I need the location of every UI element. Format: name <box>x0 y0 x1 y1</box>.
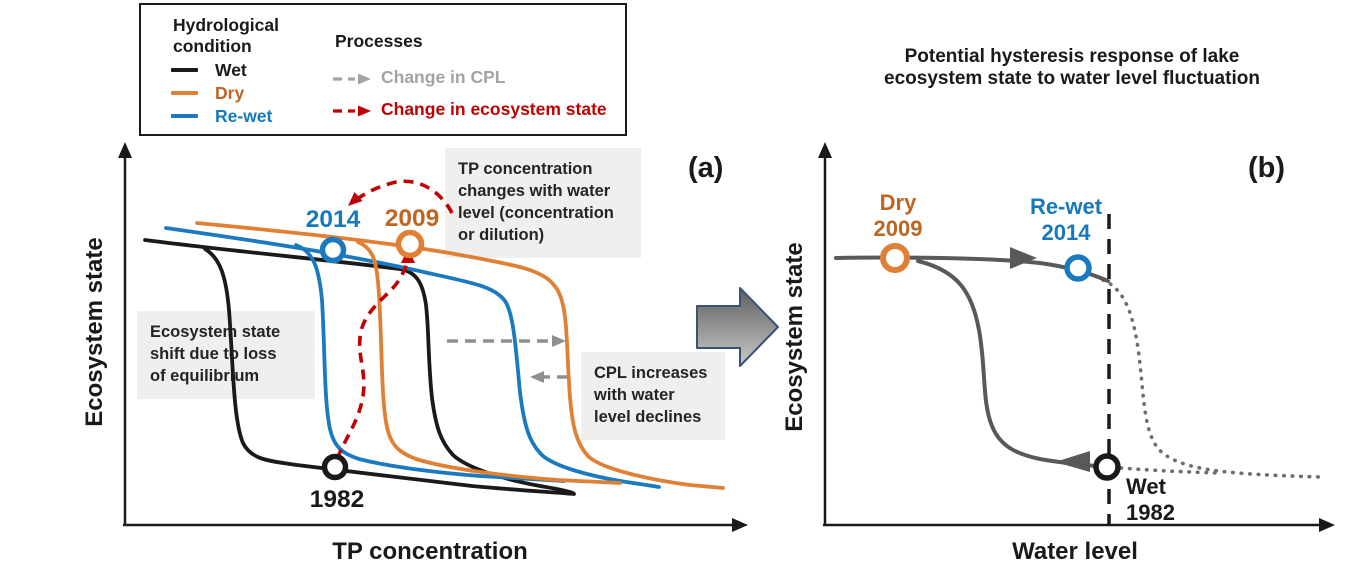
panel-a-y-axis-arrow-icon <box>118 142 132 158</box>
wet-curve-right <box>143 238 575 495</box>
panel-a-label: (a) <box>688 152 724 184</box>
rewet-condition-text: Re-wet <box>1029 194 1103 219</box>
legend-process-state: Change in ecosystem state <box>381 99 607 119</box>
point-1982-marker <box>321 453 349 481</box>
point-rewet-2014-marker <box>1064 254 1092 282</box>
low-state-dotted-line <box>1119 466 1220 475</box>
ecosystem-change-up-arrow <box>335 259 410 460</box>
point-2014-marker <box>319 236 347 264</box>
legend-item-rewet: Re-wet <box>215 106 273 126</box>
label-rewet-2014: Re-wet 2014 <box>1016 194 1116 247</box>
rewet-curve-right <box>164 226 661 489</box>
dry-curve-left <box>356 240 622 485</box>
panel-b-x-axis-arrow-icon <box>1319 518 1335 532</box>
point-2009-marker <box>395 229 425 259</box>
change-in-state-arrow-icon <box>333 105 371 117</box>
panel-b-title: Potential hysteresis response of lake ec… <box>884 46 1260 90</box>
wet-year-text: 1982 <box>1126 500 1175 526</box>
rewet-year-text: 2014 <box>1041 220 1091 246</box>
legend-processes-title: Processes <box>335 31 423 51</box>
panel-b-y-axis-label: Ecosystem state <box>781 242 808 432</box>
change-in-cpl-arrow-icon <box>333 73 371 85</box>
rewet-line-swatch-icon <box>171 114 198 118</box>
potential-collapse-dotted-curve <box>1101 278 1322 479</box>
legend-item-dry: Dry <box>215 83 245 103</box>
wet-condition-text: Wet <box>1126 474 1166 499</box>
wet-curve-left <box>203 247 576 496</box>
label-wet-1982: Wet 1982 <box>1126 474 1216 527</box>
legend-box: Hydrological condition Wet Dry Re-wet Pr… <box>139 3 627 136</box>
cpl-shift-left-arrowhead-icon <box>530 371 544 383</box>
panel-a-y-axis-label: Ecosystem state <box>81 237 108 427</box>
point-wet-1982-marker <box>1093 453 1121 481</box>
panel-b-x-axis-label: Water level <box>1012 538 1138 565</box>
label-2014: 2014 <box>305 206 361 233</box>
dry-condition-text: Dry <box>879 190 917 215</box>
wet-line-swatch-icon <box>171 68 198 72</box>
point-dry-2009-marker <box>880 243 910 273</box>
ecosystem-change-arc-arrowhead-icon <box>348 192 363 206</box>
annotation-tp-concentration: TP concentration changes with water leve… <box>445 148 641 258</box>
panel-b-y-axis-arrow-icon <box>818 142 832 158</box>
panel-a-x-axis-arrow-icon <box>732 518 748 532</box>
hysteresis-left-arrowhead-icon <box>1055 451 1090 472</box>
hysteresis-right-arrowhead-icon <box>1010 247 1037 269</box>
hysteresis-lower-branch <box>916 259 1098 468</box>
annotation-ecosystem-shift: Ecosystem state shift due to loss of equ… <box>137 311 315 399</box>
annotation-cpl-increases: CPL increases with water level declines <box>581 352 725 440</box>
dry-year-text: 2009 <box>873 216 923 242</box>
panel-a-x-axis-label: TP concentration <box>332 538 528 565</box>
label-dry-2009: Dry 2009 <box>848 190 948 243</box>
label-2009: 2009 <box>384 205 440 232</box>
dry-curve-right <box>195 221 725 490</box>
cpl-shift-right-arrowhead-icon <box>552 335 566 347</box>
panel-b-label: (b) <box>1248 152 1286 184</box>
legend-process-cpl: Change in CPL <box>381 67 506 87</box>
ecosystem-change-arc-arrow <box>354 179 454 214</box>
legend-item-wet: Wet <box>215 60 247 80</box>
legend-condition-title: Hydrological condition <box>173 15 279 56</box>
panel-transition-arrow-icon <box>696 287 779 367</box>
label-1982: 1982 <box>309 486 365 513</box>
dry-line-swatch-icon <box>171 91 198 95</box>
